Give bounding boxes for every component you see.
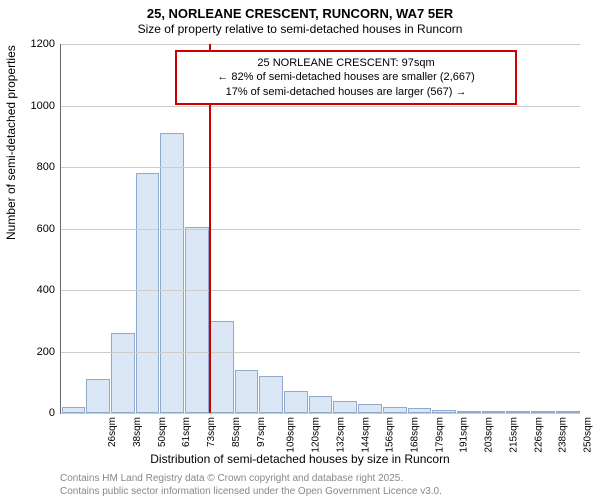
xtick-label: 179sqm <box>434 417 445 453</box>
attribution-line: Contains public sector information licen… <box>60 486 442 499</box>
xtick-label: 97sqm <box>256 417 267 447</box>
xtick-label: 50sqm <box>157 417 168 447</box>
xtick-label: 250sqm <box>583 417 594 453</box>
xtick-label: 109sqm <box>286 417 297 453</box>
attribution-line: Contains HM Land Registry data © Crown c… <box>60 473 442 486</box>
chart-subtitle: Size of property relative to semi-detach… <box>0 22 600 36</box>
xtick-label: 191sqm <box>459 417 470 453</box>
xtick-label: 61sqm <box>182 417 193 447</box>
histogram-bar <box>309 396 333 413</box>
xtick-label: 215sqm <box>508 417 519 453</box>
histogram-bar <box>111 333 135 413</box>
xtick-label: 144sqm <box>360 417 371 453</box>
histogram-bar <box>235 370 259 413</box>
ytick-label: 1000 <box>31 100 61 112</box>
gridline <box>61 352 580 353</box>
xtick-label: 38sqm <box>132 417 143 447</box>
annotation-line: 25 NORLEANE CRESCENT: 97sqm <box>185 56 507 70</box>
gridline <box>61 229 580 230</box>
ytick-label: 1200 <box>31 38 61 50</box>
xtick-label: 203sqm <box>484 417 495 453</box>
histogram-bar <box>210 321 234 413</box>
xtick-label: 168sqm <box>410 417 421 453</box>
annotation-box: 25 NORLEANE CRESCENT: 97sqm← 82% of semi… <box>175 50 517 105</box>
x-axis-label: Distribution of semi-detached houses by … <box>0 452 600 466</box>
plot-area: 02004006008001000120026sqm38sqm50sqm61sq… <box>60 44 580 414</box>
xtick-label: 85sqm <box>231 417 242 447</box>
histogram-bar <box>259 376 283 413</box>
xtick-label: 26sqm <box>107 417 118 447</box>
ytick-label: 200 <box>37 346 61 358</box>
gridline <box>61 167 580 168</box>
gridline <box>61 413 580 414</box>
ytick-label: 800 <box>37 161 61 173</box>
histogram-bar <box>358 404 382 413</box>
histogram-bar <box>333 401 357 413</box>
gridline <box>61 290 580 291</box>
xtick-label: 238sqm <box>558 417 569 453</box>
chart-title: 25, NORLEANE CRESCENT, RUNCORN, WA7 5ER <box>0 6 600 21</box>
xtick-label: 120sqm <box>311 417 322 453</box>
histogram-bar <box>185 227 209 413</box>
xtick-label: 156sqm <box>385 417 396 453</box>
ytick-label: 0 <box>49 407 61 419</box>
ytick-label: 400 <box>37 284 61 296</box>
xtick-label: 73sqm <box>206 417 217 447</box>
property-size-chart: 25, NORLEANE CRESCENT, RUNCORN, WA7 5ER … <box>0 0 600 500</box>
annotation-line: 17% of semi-detached houses are larger (… <box>185 85 507 99</box>
xtick-label: 132sqm <box>335 417 346 453</box>
ytick-label: 600 <box>37 223 61 235</box>
histogram-bar <box>86 379 110 413</box>
gridline <box>61 44 580 45</box>
xtick-label: 226sqm <box>533 417 544 453</box>
histogram-bar <box>284 391 308 413</box>
attribution-text: Contains HM Land Registry data © Crown c… <box>60 473 442 498</box>
gridline <box>61 106 580 107</box>
histogram-bar <box>136 173 160 413</box>
histogram-bar <box>160 133 184 413</box>
annotation-line: ← 82% of semi-detached houses are smalle… <box>185 70 507 84</box>
y-axis-label: Number of semi-detached properties <box>4 45 18 240</box>
